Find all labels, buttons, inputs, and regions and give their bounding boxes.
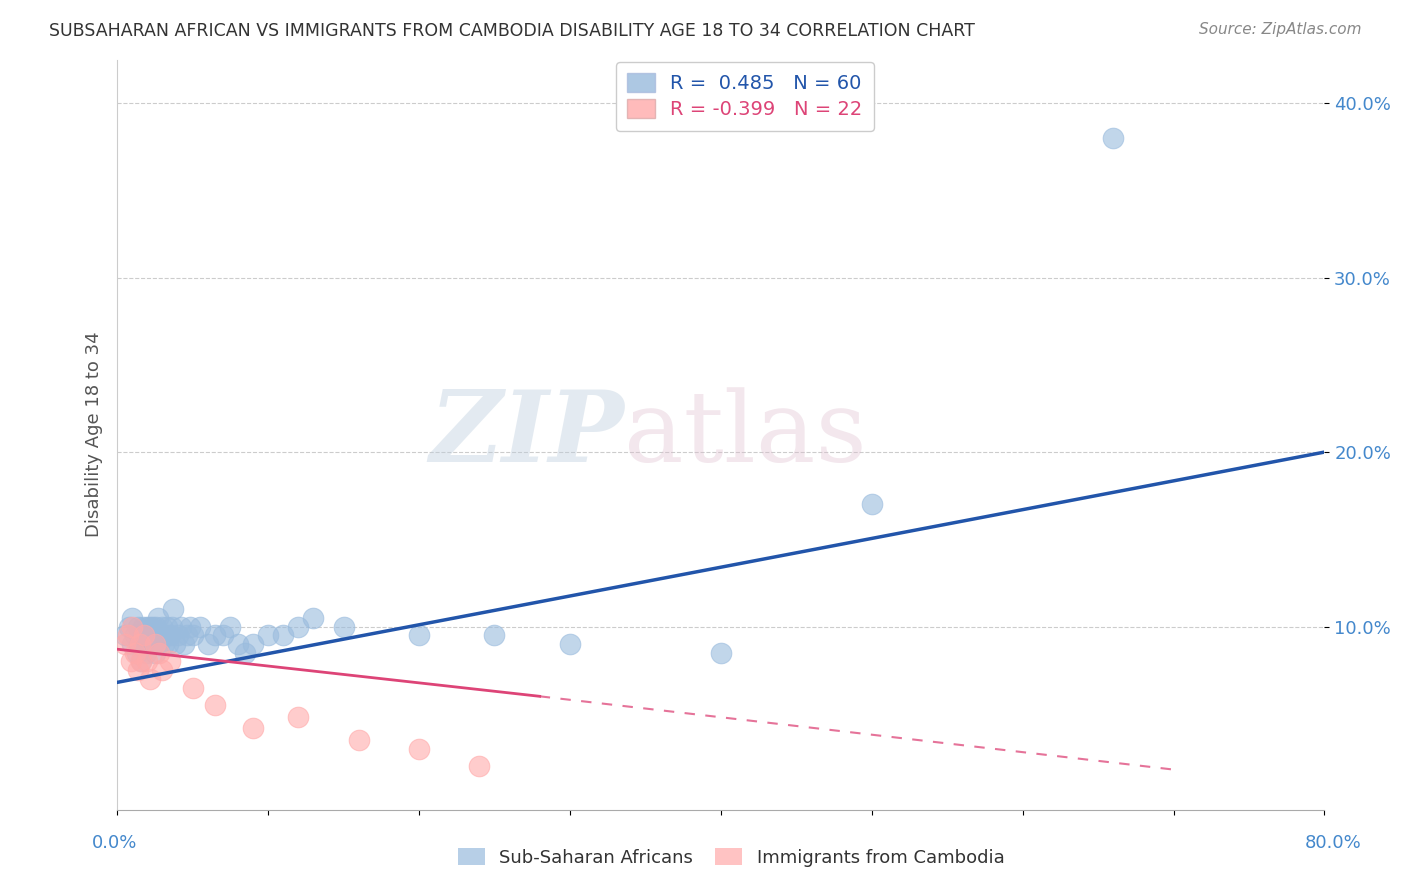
Point [163,637,186,651]
Point [347,733,370,747]
Point [127,663,149,677]
Point [121,619,143,633]
Point [160,619,183,633]
Point [257,628,280,642]
Point [302,611,325,625]
Text: atlas: atlas [624,387,868,483]
Point [408,628,430,642]
Point [157,637,180,651]
Point [169,619,191,633]
Point [204,628,226,642]
Point [710,646,733,660]
Point [558,637,581,651]
Point [162,602,184,616]
Point [143,628,166,642]
Point [117,628,139,642]
Point [139,619,162,633]
Point [143,646,166,660]
Text: 80.0%: 80.0% [1305,834,1361,852]
Point [134,637,156,651]
Point [125,646,148,660]
Point [138,637,160,651]
Text: ZIP: ZIP [429,386,624,483]
Point [135,646,157,660]
Y-axis label: Disability Age 18 to 34: Disability Age 18 to 34 [86,332,103,538]
Point [181,681,204,695]
Point [136,628,159,642]
Point [271,628,294,642]
Point [124,628,146,642]
Point [287,710,309,724]
Point [136,655,159,669]
Point [145,619,167,633]
Point [128,628,150,642]
Point [121,611,143,625]
Point [179,619,201,633]
Point [176,628,198,642]
Point [121,637,143,651]
Point [146,611,169,625]
Point [134,628,156,642]
Point [149,628,172,642]
Point [226,637,249,651]
Point [159,628,181,642]
Point [124,646,146,660]
Point [468,759,491,773]
Point [211,628,233,642]
Point [142,619,165,633]
Point [132,619,155,633]
Point [127,619,149,633]
Point [408,741,430,756]
Point [152,619,174,633]
Legend: Sub-Saharan Africans, Immigrants from Cambodia: Sub-Saharan Africans, Immigrants from Ca… [451,841,1011,874]
Point [153,637,176,651]
Point [155,628,177,642]
Point [332,619,354,633]
Point [484,628,506,642]
Point [120,655,142,669]
Point [136,619,159,633]
Point [152,663,174,677]
Text: 0.0%: 0.0% [91,834,136,852]
Point [148,646,170,660]
Point [114,637,136,651]
Point [131,655,153,669]
Point [139,672,162,686]
Point [204,698,226,712]
Point [134,628,156,642]
Point [159,655,181,669]
Point [141,628,163,642]
Point [114,628,136,642]
Point [197,637,219,651]
Point [166,628,188,642]
Point [181,628,204,642]
Point [128,637,150,651]
Text: SUBSAHARAN AFRICAN VS IMMIGRANTS FROM CAMBODIA DISABILITY AGE 18 TO 34 CORRELATI: SUBSAHARAN AFRICAN VS IMMIGRANTS FROM CA… [49,22,976,40]
Point [148,637,170,651]
Point [287,619,309,633]
Point [235,646,257,660]
Point [860,498,883,512]
Point [143,637,166,651]
Point [131,655,153,669]
Legend: R =  0.485   N = 60, R = -0.399   N = 22: R = 0.485 N = 60, R = -0.399 N = 22 [616,62,875,131]
Point [242,721,264,735]
Point [219,619,242,633]
Text: Source: ZipAtlas.com: Source: ZipAtlas.com [1198,22,1361,37]
Point [156,619,179,633]
Point [1102,131,1125,145]
Point [188,619,211,633]
Point [118,619,141,633]
Point [128,637,150,651]
Point [242,637,264,651]
Point [173,637,195,651]
